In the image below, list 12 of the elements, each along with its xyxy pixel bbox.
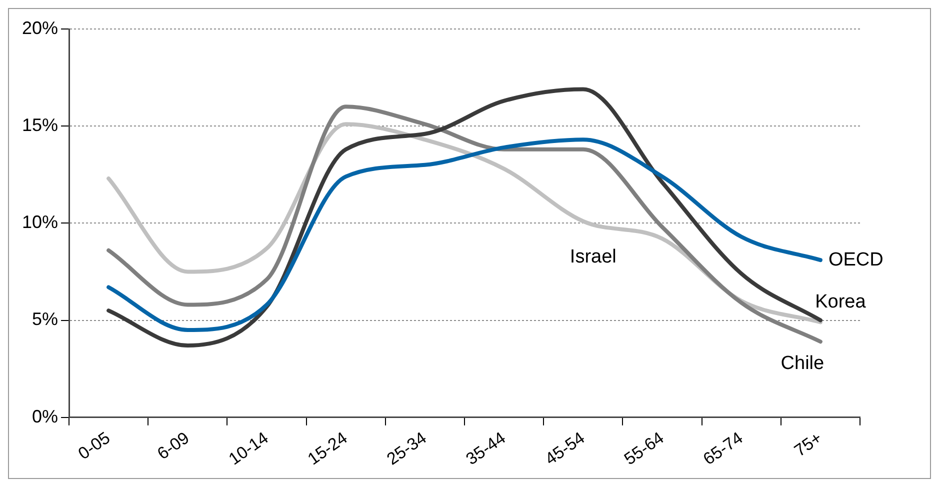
y-tick-label: 0% (32, 406, 58, 426)
x-tick-label: 75+ (790, 428, 826, 460)
series-label: Korea (815, 291, 866, 312)
series-label: Israel (570, 246, 616, 268)
series-label: OECD (828, 249, 884, 270)
y-tick-label: 20% (22, 18, 58, 38)
x-tick-label: 6-09 (154, 428, 193, 464)
y-tick-label: 5% (32, 309, 58, 330)
x-tick-label: 0-05 (74, 428, 114, 464)
y-tick-label: 10% (22, 212, 58, 232)
y-tick-label: 15% (22, 115, 58, 136)
series-label: Chile (780, 352, 824, 374)
